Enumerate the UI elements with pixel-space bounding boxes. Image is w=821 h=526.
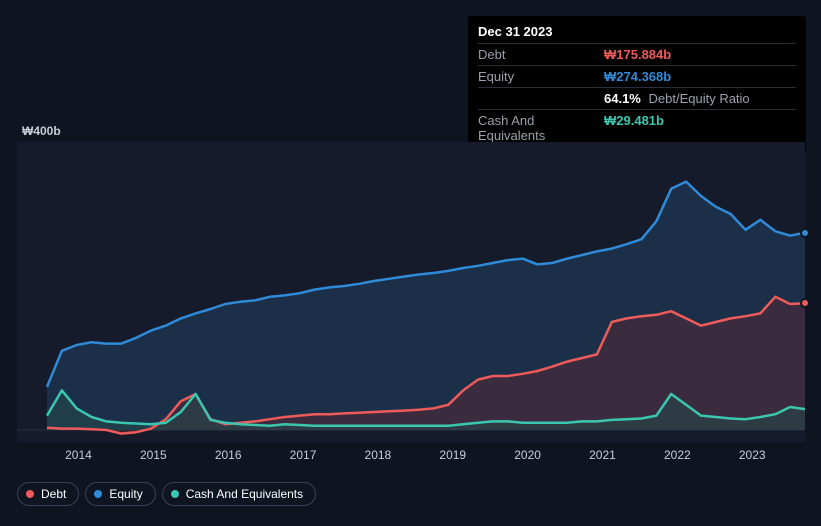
legend-dot-equity: [94, 490, 102, 498]
tooltip-cash-value: ₩29.481b: [604, 113, 664, 143]
legend-dot-cash: [171, 490, 179, 498]
tooltip-ratio-label: Debt/Equity Ratio: [649, 91, 750, 106]
tooltip-row-cash: Cash And Equivalents ₩29.481b: [478, 109, 796, 146]
x-label-2014: 2014: [65, 448, 92, 462]
legend-dot-debt: [26, 490, 34, 498]
tooltip-debt-value: ₩175.884b: [604, 47, 671, 62]
end-marker-equity: [800, 228, 810, 238]
chart-area[interactable]: [17, 142, 805, 442]
end-marker-debt: [800, 298, 810, 308]
tooltip-card: Dec 31 2023 Debt ₩175.884b Equity ₩274.3…: [468, 16, 806, 152]
legend-label-cash: Cash And Equivalents: [186, 487, 303, 501]
legend: Debt Equity Cash And Equivalents: [17, 482, 316, 506]
x-label-2023: 2023: [739, 448, 766, 462]
tooltip-ratio-spacer: [478, 91, 604, 106]
chart-svg: [17, 142, 805, 442]
x-label-2021: 2021: [589, 448, 616, 462]
x-axis-labels: 2014 2015 2016 2017 2018 2019 2020 2021 2022 2023: [17, 448, 805, 468]
tooltip-equity-value: ₩274.368b: [604, 69, 671, 84]
legend-item-equity[interactable]: Equity: [85, 482, 155, 506]
tooltip-row-ratio: 64.1% Debt/Equity Ratio: [478, 87, 796, 109]
legend-label-equity: Equity: [109, 487, 142, 501]
legend-label-debt: Debt: [41, 487, 66, 501]
tooltip-equity-label: Equity: [478, 69, 604, 84]
x-label-2020: 2020: [514, 448, 541, 462]
tooltip-date: Dec 31 2023: [478, 22, 796, 43]
x-label-2016: 2016: [215, 448, 242, 462]
y-axis-top-label: ₩400b: [22, 124, 61, 138]
x-label-2022: 2022: [664, 448, 691, 462]
x-label-2019: 2019: [439, 448, 466, 462]
tooltip-cash-label: Cash And Equivalents: [478, 113, 604, 143]
tooltip-row-debt: Debt ₩175.884b: [478, 43, 796, 65]
legend-item-cash[interactable]: Cash And Equivalents: [162, 482, 316, 506]
x-label-2015: 2015: [140, 448, 167, 462]
x-label-2017: 2017: [290, 448, 317, 462]
legend-item-debt[interactable]: Debt: [17, 482, 79, 506]
x-label-2018: 2018: [365, 448, 392, 462]
tooltip-row-equity: Equity ₩274.368b: [478, 65, 796, 87]
tooltip-debt-label: Debt: [478, 47, 604, 62]
tooltip-ratio-value: 64.1%: [604, 91, 641, 106]
